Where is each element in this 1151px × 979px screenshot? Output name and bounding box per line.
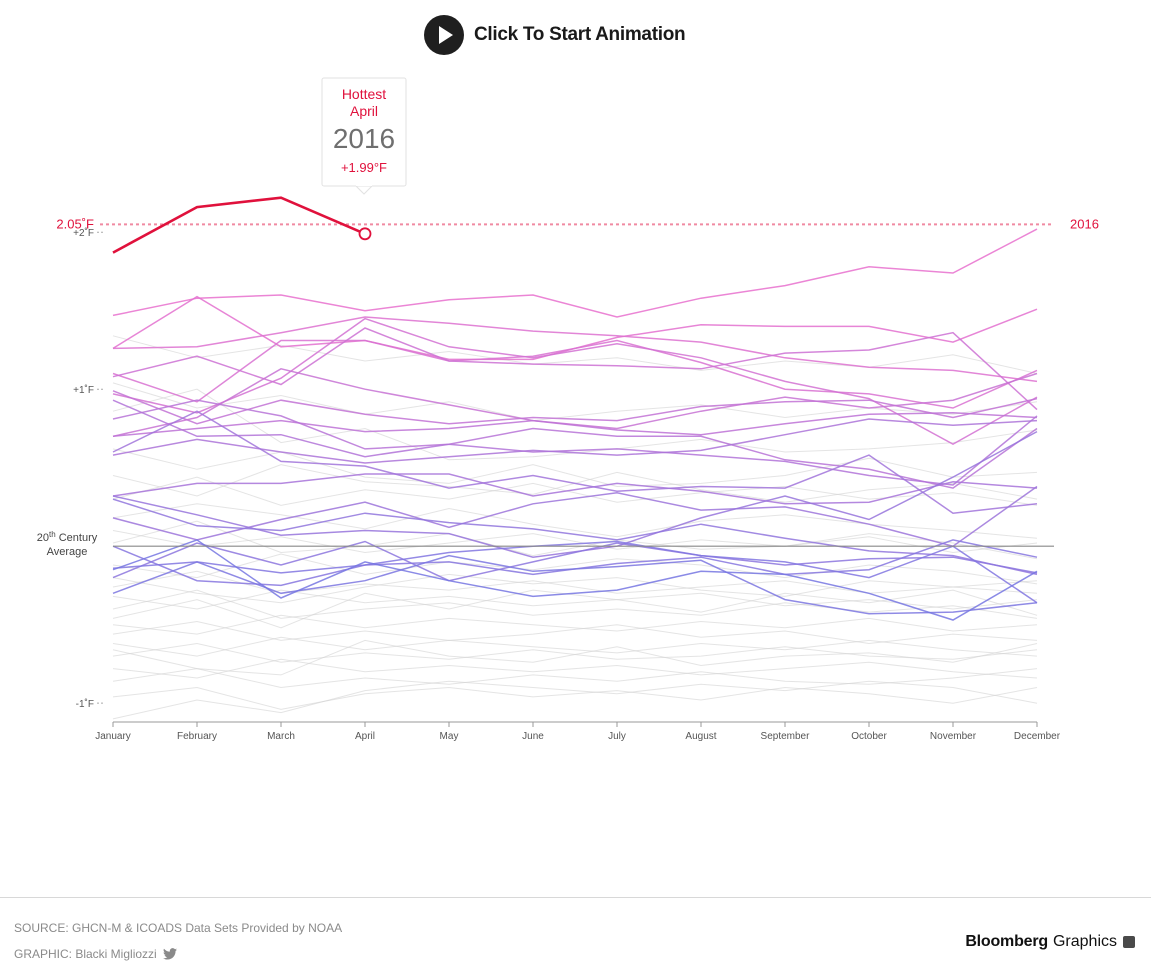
tooltip-year: 2016 [333,123,395,154]
highlight-point[interactable] [358,227,372,241]
axes-layer: January February March April May June July Augu… [37,227,1061,742]
play-icon[interactable] [424,15,464,55]
x-tick-label: May [440,731,459,742]
gray-year-line-23 [112,530,1038,554]
gray-year-line-5 [112,553,1038,585]
gray-year-line-17 [112,589,1038,629]
tooltip-line1: Hottest [342,86,386,102]
x-tick-label: July [608,731,626,742]
bloomberg-graphics-logo[interactable]: Bloomberg Graphics [965,933,1135,951]
y-tick-label: +1˚F [73,384,94,396]
start-animation-label: Click To Start Animation [474,24,686,45]
gray-year-line-6 [112,570,1038,594]
year-line-r6 [112,327,1038,411]
year-line-r7 [112,368,1038,438]
gray-year-line-16 [112,680,1038,720]
tooltip-line2: April [350,103,378,119]
twitter-icon[interactable] [162,948,177,960]
year-line-2015 [112,228,1038,318]
x-tick-label: June [522,731,544,742]
year-line-r10 [112,399,1038,489]
source-text: SOURCE: GHCN-M & ICOADS Data Sets Provid… [14,921,343,935]
chart-icon [1123,936,1135,948]
baseline-label-line1: 20th Century [37,530,98,544]
gray-year-line-7 [112,589,1038,610]
gray-year-line-10 [112,620,1038,645]
gray-year-line-1 [112,448,1038,488]
year-line-r11 [112,399,1038,486]
x-tick-label: March [267,731,295,742]
footer: SOURCE: GHCN-M & ICOADS Data Sets Provid… [0,897,1151,979]
highlight-layer: 2.05˚F 2016 [56,196,1099,254]
gray-year-line-8 [112,589,1038,619]
graphic-credit-text: GRAPHIC: Blacki Migliozzi [14,947,157,961]
x-tick-label: October [851,731,887,742]
year-line-r12 [112,418,1038,464]
x-tick-label: December [1014,731,1061,742]
year-line-r4 [112,339,1038,409]
x-tick-label: September [761,731,811,742]
year-line-r9 [112,412,1038,438]
gray-year-line-11 [112,636,1038,657]
start-animation-button[interactable]: Click To Start Animation [424,15,694,55]
gray-year-line-13 [112,658,1038,679]
year-line-r17 [112,498,1038,576]
colored-lines-layer [112,228,1038,621]
gray-year-line-15 [112,686,1038,710]
year-line-r22 [112,539,1038,621]
x-tick-label: February [177,731,217,742]
year-line-r18 [112,540,1038,582]
hottest-tooltip: Hottest April 2016 +1.99°F [321,77,407,195]
gray-year-line-9 [112,614,1038,635]
year-line-r3 [112,316,1038,383]
graphic-credit: GRAPHIC: Blacki Migliozzi [14,947,177,961]
brand-bold: Bloomberg [965,933,1048,950]
gray-year-line-19 [112,382,1038,422]
record-label-right: 2016 [1070,216,1099,231]
baseline-label-line2: Average [47,546,88,558]
year-line-r8 [112,390,1038,425]
y-tick-label: -1˚F [76,698,94,710]
year-line-r14 [112,410,1038,514]
record-label-left: 2.05˚F [56,216,94,231]
gray-year-line-20 [112,335,1038,374]
gray-year-line-12 [112,642,1038,663]
gray-year-line-3 [112,503,1038,539]
gray-year-line-21 [112,639,1038,676]
year-line-r13 [112,473,1038,505]
year-line-r20 [112,540,1038,604]
x-tick-label: January [95,731,131,742]
highlight-line-2016 [112,196,366,254]
gray-year-line-4 [112,520,1038,560]
temperature-line-chart: January February March April May June July Augu… [37,77,1099,742]
y-tick-label: +2˚F [73,227,94,239]
gray-year-line-14 [112,668,1038,689]
gray-year-line-18 [112,476,1038,506]
brand-light: Graphics [1052,933,1117,950]
x-tick-label: April [355,731,375,742]
gray-year-line-22 [112,573,1038,604]
gray-lines-layer [112,335,1038,720]
tooltip-value: +1.99°F [341,160,387,175]
year-line-r15 [112,485,1038,548]
x-tick-label: August [685,731,716,742]
x-tick-label: November [930,731,977,742]
